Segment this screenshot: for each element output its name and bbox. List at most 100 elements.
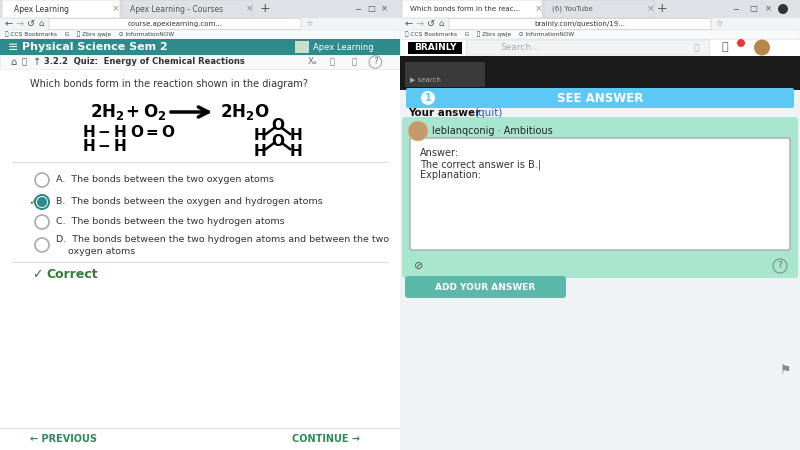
Text: $\mathbf{+}$: $\mathbf{+}$ bbox=[125, 103, 139, 121]
Text: H: H bbox=[254, 144, 266, 158]
Text: ✓: ✓ bbox=[28, 197, 38, 207]
Text: Which bonds form in the reac...: Which bonds form in the reac... bbox=[410, 6, 520, 12]
Text: Your answer: Your answer bbox=[408, 108, 480, 118]
FancyBboxPatch shape bbox=[449, 18, 711, 30]
Text: ←: ← bbox=[5, 19, 13, 29]
Text: Search...: Search... bbox=[500, 43, 540, 52]
Text: A.  The bonds between the two oxygen atoms: A. The bonds between the two oxygen atom… bbox=[56, 176, 274, 184]
Circle shape bbox=[754, 40, 770, 55]
Text: (quit): (quit) bbox=[474, 108, 502, 118]
FancyBboxPatch shape bbox=[402, 117, 798, 278]
Text: →: → bbox=[416, 19, 424, 29]
Text: brainly.com/question/19...: brainly.com/question/19... bbox=[534, 21, 626, 27]
Text: O: O bbox=[271, 134, 285, 149]
FancyBboxPatch shape bbox=[0, 39, 400, 55]
Text: ⚑: ⚑ bbox=[780, 364, 791, 377]
Text: +: + bbox=[657, 3, 668, 15]
Text: 🖨: 🖨 bbox=[352, 58, 357, 67]
FancyBboxPatch shape bbox=[402, 0, 542, 18]
Text: +: + bbox=[260, 3, 270, 15]
Text: Xₐ: Xₐ bbox=[308, 58, 318, 67]
Text: D.  The bonds between the two hydrogen atoms and between the two: D. The bonds between the two hydrogen at… bbox=[56, 235, 389, 244]
FancyBboxPatch shape bbox=[400, 30, 800, 39]
Text: Correct: Correct bbox=[46, 269, 98, 282]
Text: $\mathbf{H-H}$: $\mathbf{H-H}$ bbox=[82, 124, 127, 140]
Text: →: → bbox=[16, 19, 24, 29]
FancyBboxPatch shape bbox=[295, 41, 309, 53]
Text: $\mathbf{H-H}$: $\mathbf{H-H}$ bbox=[82, 138, 127, 154]
Text: Physical Science Sem 2: Physical Science Sem 2 bbox=[22, 42, 168, 52]
Text: ×: × bbox=[765, 4, 772, 13]
Text: $\mathbf{O_2}$: $\mathbf{O_2}$ bbox=[143, 102, 166, 122]
FancyBboxPatch shape bbox=[400, 0, 800, 18]
Text: ← PREVIOUS: ← PREVIOUS bbox=[30, 434, 97, 444]
FancyBboxPatch shape bbox=[405, 62, 485, 87]
Text: 👤: 👤 bbox=[330, 58, 335, 67]
Text: ⌂: ⌂ bbox=[10, 57, 16, 67]
FancyBboxPatch shape bbox=[400, 56, 800, 90]
Text: ☆: ☆ bbox=[715, 19, 722, 28]
FancyBboxPatch shape bbox=[408, 41, 462, 54]
Text: ≡: ≡ bbox=[8, 40, 18, 54]
FancyBboxPatch shape bbox=[400, 18, 800, 30]
Circle shape bbox=[408, 121, 428, 141]
Text: Apex Learning: Apex Learning bbox=[14, 4, 69, 13]
Text: 🗂: 🗂 bbox=[22, 58, 27, 67]
FancyBboxPatch shape bbox=[410, 138, 790, 250]
Text: leblanqconig · Ambitious: leblanqconig · Ambitious bbox=[432, 126, 553, 136]
Text: □: □ bbox=[749, 4, 757, 13]
Text: Answer:: Answer: bbox=[420, 148, 459, 158]
Text: ×: × bbox=[535, 4, 542, 13]
Text: $\mathbf{2H_2O}$: $\mathbf{2H_2O}$ bbox=[220, 102, 270, 122]
Text: ↺: ↺ bbox=[427, 19, 435, 29]
Text: H: H bbox=[290, 144, 302, 158]
Text: H: H bbox=[254, 129, 266, 144]
Text: Which bonds form in the reaction shown in the diagram?: Which bonds form in the reaction shown i… bbox=[30, 79, 308, 89]
Text: 📁 CCS Bookmarks    G    📁 Zbrs qwje    ⊙ InformationNOW: 📁 CCS Bookmarks G 📁 Zbrs qwje ⊙ Informat… bbox=[5, 32, 174, 37]
Text: ?: ? bbox=[778, 261, 782, 270]
Text: ⌂: ⌂ bbox=[38, 19, 43, 28]
Text: 📁 CCS Bookmarks    G    📁 Zbrs qwje    ⊙ InformationNOW: 📁 CCS Bookmarks G 📁 Zbrs qwje ⊙ Informat… bbox=[405, 32, 574, 37]
Text: ▶ search: ▶ search bbox=[410, 76, 441, 82]
Text: ⌂: ⌂ bbox=[438, 19, 443, 28]
Circle shape bbox=[778, 4, 788, 14]
Text: 🔍: 🔍 bbox=[694, 43, 699, 52]
FancyBboxPatch shape bbox=[49, 18, 301, 30]
Text: 📊: 📊 bbox=[722, 42, 729, 53]
Text: ADD YOUR ANSWER: ADD YOUR ANSWER bbox=[435, 283, 535, 292]
Text: ×: × bbox=[381, 4, 388, 13]
Text: Apex Learning - Courses: Apex Learning - Courses bbox=[130, 4, 223, 13]
Text: ─: ─ bbox=[355, 4, 360, 13]
FancyBboxPatch shape bbox=[0, 55, 400, 69]
Text: Explanation:: Explanation: bbox=[420, 170, 481, 180]
Text: C.  The bonds between the two hydrogen atoms: C. The bonds between the two hydrogen at… bbox=[56, 217, 285, 226]
Circle shape bbox=[773, 259, 787, 273]
Text: oxygen atoms: oxygen atoms bbox=[68, 247, 135, 256]
FancyBboxPatch shape bbox=[544, 0, 654, 18]
FancyBboxPatch shape bbox=[0, 18, 400, 30]
Text: (6) YouTube: (6) YouTube bbox=[552, 6, 593, 12]
Text: CONTINUE →: CONTINUE → bbox=[292, 434, 360, 444]
Text: ⊘: ⊘ bbox=[414, 261, 423, 271]
FancyBboxPatch shape bbox=[2, 0, 120, 18]
FancyBboxPatch shape bbox=[400, 0, 800, 450]
Text: □: □ bbox=[367, 4, 375, 13]
Text: $\mathbf{2H_2}$: $\mathbf{2H_2}$ bbox=[90, 102, 125, 122]
Text: B.  The bonds between the oxygen and hydrogen atoms: B. The bonds between the oxygen and hydr… bbox=[56, 198, 322, 207]
Text: course.apexlearning.com...: course.apexlearning.com... bbox=[127, 21, 222, 27]
Text: 3.2.2  Quiz:  Energy of Chemical Reactions: 3.2.2 Quiz: Energy of Chemical Reactions bbox=[44, 58, 245, 67]
Text: ←: ← bbox=[405, 19, 413, 29]
Text: $\mathbf{O{=}O}$: $\mathbf{O{=}O}$ bbox=[130, 124, 176, 140]
FancyBboxPatch shape bbox=[122, 0, 252, 18]
Circle shape bbox=[737, 39, 745, 47]
FancyBboxPatch shape bbox=[406, 88, 794, 108]
Text: O: O bbox=[271, 118, 285, 134]
Text: ✓: ✓ bbox=[32, 269, 42, 282]
FancyBboxPatch shape bbox=[0, 0, 400, 18]
Text: BRAINLY: BRAINLY bbox=[414, 43, 456, 52]
Text: 1: 1 bbox=[425, 93, 431, 103]
Text: SEE ANSWER: SEE ANSWER bbox=[557, 91, 643, 104]
Text: ×: × bbox=[112, 4, 119, 13]
Text: H: H bbox=[290, 129, 302, 144]
Text: ?: ? bbox=[373, 58, 378, 67]
